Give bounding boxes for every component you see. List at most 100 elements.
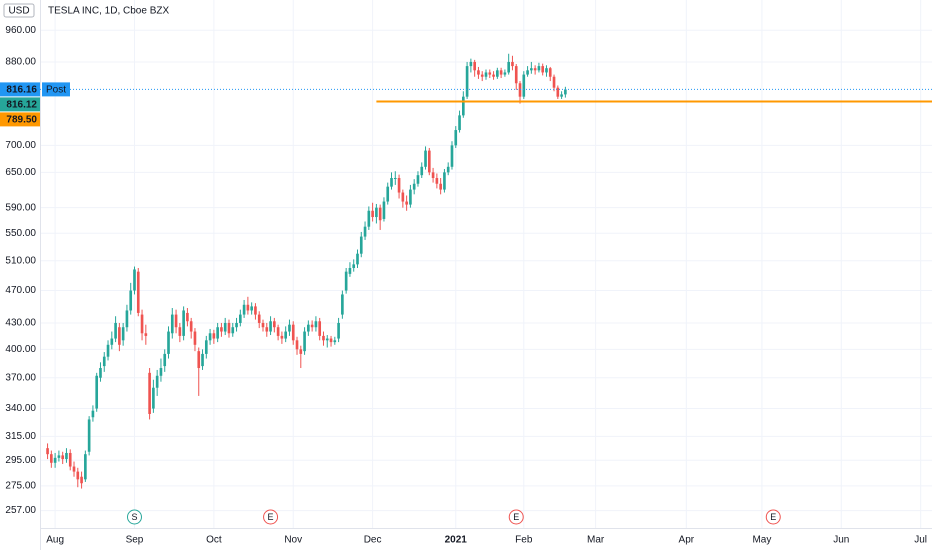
candle-body xyxy=(469,61,473,67)
candle-body xyxy=(216,327,219,339)
candle-body xyxy=(503,72,507,75)
candle-body xyxy=(545,68,548,73)
candle-body xyxy=(511,61,514,67)
candle-body xyxy=(114,322,117,339)
price-tag-label: Post xyxy=(46,85,66,96)
candle-body xyxy=(250,306,253,311)
candle-body xyxy=(140,314,144,334)
candle-body xyxy=(507,61,511,73)
candle-body xyxy=(492,74,495,77)
candle-body xyxy=(144,333,148,336)
candle-body xyxy=(548,68,552,77)
candle-body xyxy=(265,327,269,332)
candle-body xyxy=(125,310,129,328)
candle-body xyxy=(50,454,53,463)
candle-body xyxy=(167,331,170,354)
event-marker xyxy=(263,509,279,525)
candle-body xyxy=(375,207,378,218)
candle-body xyxy=(299,349,303,354)
candle-body xyxy=(314,321,318,328)
candle-body xyxy=(261,322,265,328)
y-tick-label: 550.00 xyxy=(5,228,36,239)
y-tick-label: 880.00 xyxy=(5,57,36,68)
candle-body xyxy=(454,130,458,146)
x-tick-label: Aug xyxy=(46,535,64,546)
candle-body xyxy=(99,368,102,378)
candle-body xyxy=(284,331,288,339)
x-tick-label: Mar xyxy=(587,535,605,546)
candle-body xyxy=(537,66,541,71)
candle-body xyxy=(273,321,276,328)
candle-body xyxy=(46,448,49,455)
currency[interactable]: USD xyxy=(8,6,29,17)
event-marker xyxy=(126,509,142,525)
candle-body xyxy=(212,333,216,339)
candle-body xyxy=(231,327,235,334)
candle-body xyxy=(129,290,133,311)
candle-body xyxy=(238,314,242,323)
candle-body xyxy=(295,340,299,350)
currency-box[interactable] xyxy=(3,3,35,18)
candle-body xyxy=(348,267,352,274)
candle-body xyxy=(118,327,121,345)
candle-body xyxy=(227,322,231,334)
candle-body xyxy=(341,294,344,315)
candle-body xyxy=(121,327,125,341)
candle-body xyxy=(291,324,295,341)
price-badge xyxy=(0,112,40,127)
y-tick-label: 315.00 xyxy=(5,431,36,442)
candle-body xyxy=(363,226,367,237)
candle-body xyxy=(431,172,435,179)
candle-body xyxy=(72,466,76,472)
candle-body xyxy=(329,338,333,343)
x-tick-label: Dec xyxy=(364,535,382,546)
candle-body xyxy=(458,115,461,131)
candle-body xyxy=(223,322,227,332)
candle-body xyxy=(106,344,110,357)
x-tick-label: Nov xyxy=(284,535,302,546)
candle-body xyxy=(91,410,95,418)
event-marker xyxy=(508,509,524,525)
candle-body xyxy=(386,186,390,202)
candle-body xyxy=(57,455,61,458)
x-tick-label: Sep xyxy=(126,535,144,546)
candle-body xyxy=(318,321,322,336)
candle-body xyxy=(242,304,246,315)
candle-body xyxy=(446,166,450,173)
y-tick-label: 340.00 xyxy=(5,403,36,414)
candle-body xyxy=(269,321,272,332)
price-badge-label: 816.16 xyxy=(6,85,37,96)
candle-body xyxy=(325,338,329,341)
x-tick-label: 2021 xyxy=(445,535,468,546)
candle-body xyxy=(136,271,140,313)
x-tick-label: Jul xyxy=(914,535,927,546)
price-badge-label: 789.50 xyxy=(6,115,37,126)
candle-body xyxy=(352,264,356,268)
y-tick-label: 650.00 xyxy=(5,167,36,178)
candle-body xyxy=(564,89,567,95)
candle-body xyxy=(257,314,261,323)
candle-body xyxy=(95,375,99,409)
candle-body xyxy=(427,150,431,173)
candle-body xyxy=(193,331,197,345)
candle-body xyxy=(526,70,529,75)
y-tick-label: 510.00 xyxy=(5,255,36,266)
candle-body xyxy=(280,335,284,339)
candle-body xyxy=(152,387,155,409)
candle-body xyxy=(163,353,167,367)
candle-body xyxy=(473,61,476,71)
candle-body xyxy=(310,324,314,328)
candle-body xyxy=(371,210,374,218)
candle-body xyxy=(80,476,83,484)
event-label: S xyxy=(131,512,137,522)
event-marker xyxy=(765,509,781,525)
candle-body xyxy=(496,70,499,77)
y-tick-label: 275.00 xyxy=(5,481,36,492)
candle-body xyxy=(307,324,310,332)
candle-body xyxy=(133,269,136,291)
candle-body xyxy=(87,419,91,452)
candle-body xyxy=(235,322,238,328)
candle-body xyxy=(560,94,563,97)
candle-body xyxy=(390,178,393,187)
